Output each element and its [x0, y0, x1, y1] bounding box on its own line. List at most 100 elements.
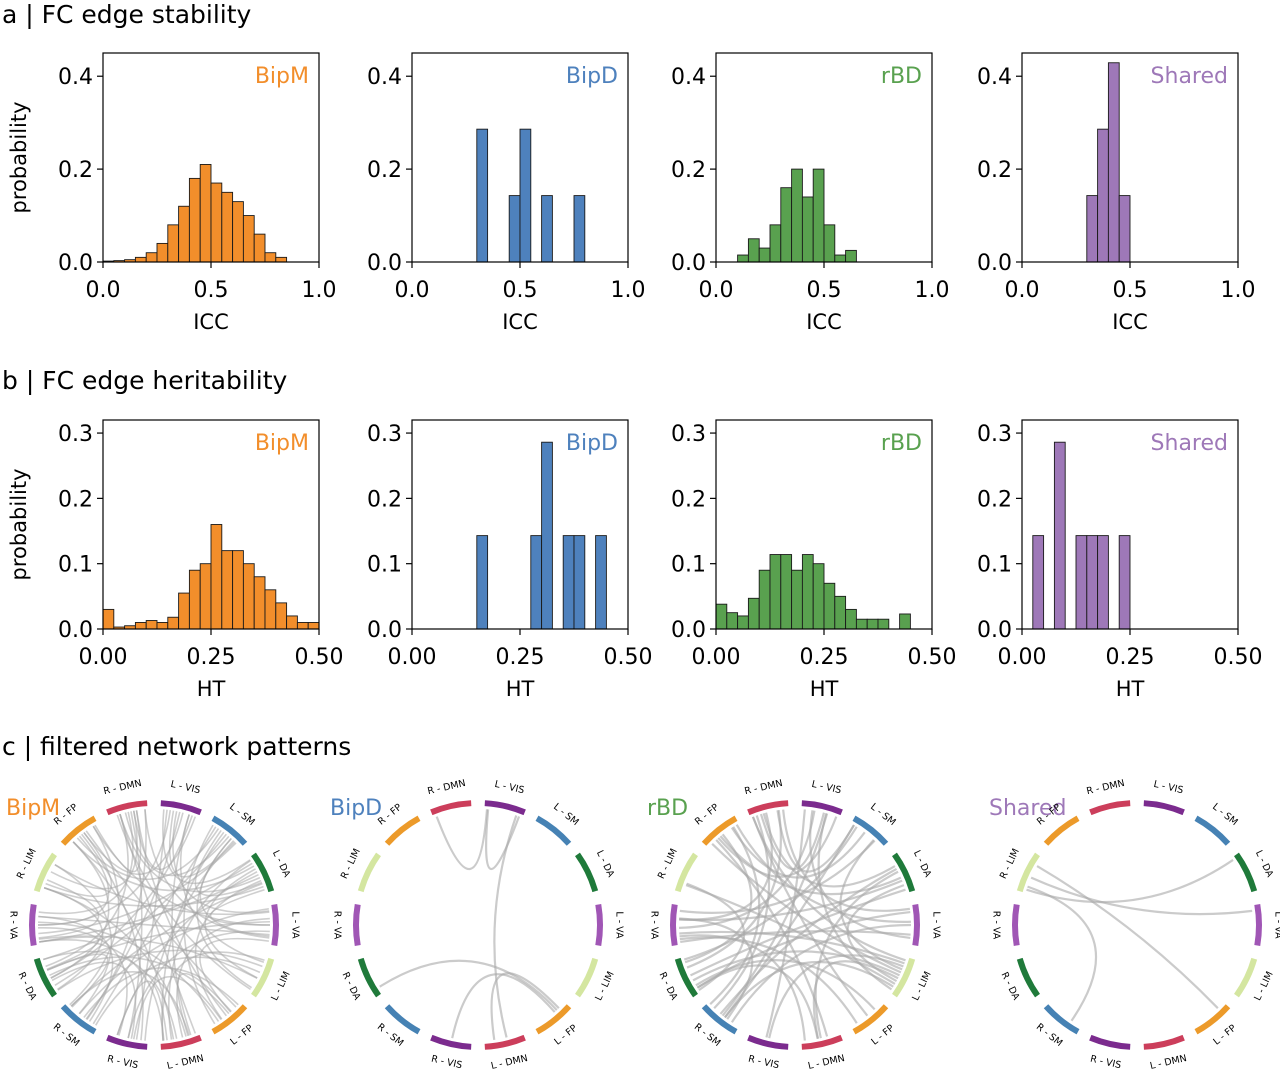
network-label: R - SM [1034, 1021, 1065, 1048]
network-label: R - VA [649, 911, 660, 940]
bar [1032, 535, 1045, 630]
y-tick-label: 0.2 [58, 487, 93, 512]
y-tick-label: 0.2 [671, 487, 706, 512]
bar [296, 622, 309, 630]
network-arc [160, 1034, 202, 1050]
x-tick-label: 0.25 [800, 645, 849, 670]
y-tick-label: 0.2 [367, 158, 402, 183]
bar [541, 195, 553, 263]
x-axis-label: HT [197, 677, 226, 701]
network-arc [160, 800, 202, 816]
chord-diagrams: BipM L - VIS L - SM L - DA L - VA L - LIM L - … [6, 778, 1280, 1069]
bar [1075, 535, 1088, 630]
chord-diagram-shared: Shared L - VIS L - SM L - DA L - VA L - LIM L … [989, 778, 1280, 1069]
network-label: L - SM [551, 801, 581, 828]
x-tick-label: 0.00 [692, 645, 741, 670]
chord-link [715, 839, 829, 1037]
bar [221, 550, 234, 630]
chord-link [194, 879, 262, 1020]
network-label: L - SM [868, 801, 898, 828]
network-arc [535, 1004, 572, 1035]
network-arc [1194, 1004, 1231, 1035]
bar [866, 618, 879, 630]
panel-title: rBD [881, 64, 922, 89]
network-arc [271, 904, 279, 946]
bar [264, 252, 277, 263]
network-label: L - VIS [493, 779, 525, 796]
network-arc [251, 852, 275, 893]
network-label: L - VA [931, 911, 942, 939]
bar [188, 177, 201, 263]
chord-link [94, 810, 142, 873]
chord-link [119, 813, 261, 893]
chord-link [50, 841, 110, 979]
y-tick-label: 0.3 [977, 422, 1012, 447]
network-arc [674, 852, 698, 893]
chord-link [684, 833, 753, 964]
network-label: R - DA [340, 970, 363, 1002]
chord-link [95, 956, 261, 1026]
network-label: R - FP [693, 802, 721, 828]
histogram-icc-shared: 0.0 0.5 1.0 0.0 0.2 0.4 ICC Shared [977, 52, 1256, 334]
chord-link [144, 809, 270, 939]
chord-diagram-bipd: BipD L - VIS L - SM L - DA L - VA L - LIM L - … [330, 778, 625, 1069]
x-axis-label: ICC [1112, 310, 1148, 334]
chord-link [38, 935, 258, 979]
bar [1118, 535, 1131, 630]
chord-link [730, 923, 912, 1023]
bar [275, 602, 288, 630]
bar [508, 195, 521, 263]
x-tick-label: 0.00 [79, 645, 128, 670]
network-label: L - FP [1211, 1023, 1238, 1048]
bar [242, 215, 255, 263]
network-arc [801, 800, 843, 816]
network-arc [430, 1034, 472, 1050]
bar [199, 563, 212, 630]
network-arc [211, 815, 248, 846]
bar [530, 535, 543, 630]
chord-link [72, 841, 175, 1040]
chord-links [1026, 859, 1253, 1022]
network-arc [1012, 904, 1020, 946]
network-label: R - VA [8, 911, 19, 940]
chord-link [493, 815, 518, 1038]
network-arc [701, 1004, 738, 1035]
bar [573, 535, 586, 630]
chord-link [57, 949, 263, 991]
network-label: R - VIS [1089, 1054, 1122, 1069]
network-label: R - LIM [998, 847, 1022, 881]
network-arc [384, 815, 421, 846]
section-b-title: b | FC edge heritability [2, 366, 287, 395]
network-label: R - VA [332, 911, 343, 940]
chord-links [679, 809, 912, 1041]
x-tick-label: 1.0 [611, 278, 646, 303]
y-tick-label: 0.0 [977, 251, 1012, 276]
bar [801, 196, 814, 263]
chord-link [717, 816, 838, 878]
x-axis-label: HT [810, 677, 839, 701]
panel-title: BipM [255, 431, 309, 456]
x-tick-label: 0.0 [699, 278, 734, 303]
y-tick-label: 0.3 [671, 422, 706, 447]
chord-link [846, 884, 905, 983]
chord-link [814, 870, 899, 1039]
network-arc [384, 1004, 421, 1035]
chord-link [72, 841, 255, 892]
network-arc [575, 957, 599, 998]
network-label: R - DMN [1086, 778, 1126, 797]
bar [134, 622, 147, 630]
network-label: L - FP [552, 1023, 579, 1048]
chord-title: BipD [330, 796, 382, 821]
panel-title: Shared [1151, 64, 1228, 89]
bar [573, 195, 586, 263]
bar [188, 569, 201, 630]
histogram-icc-bipd: 0.0 0.5 1.0 0.0 0.2 0.4 ICC BipD [367, 52, 646, 334]
bar [780, 187, 793, 263]
network-label: L - VA [614, 911, 625, 939]
network-arc [1194, 815, 1231, 846]
network-label: R - VIS [106, 1054, 139, 1069]
panel-title: BipM [255, 64, 309, 89]
network-label: L - FP [869, 1023, 896, 1048]
chord-link [85, 830, 237, 1008]
network-label: L - SM [227, 801, 257, 828]
